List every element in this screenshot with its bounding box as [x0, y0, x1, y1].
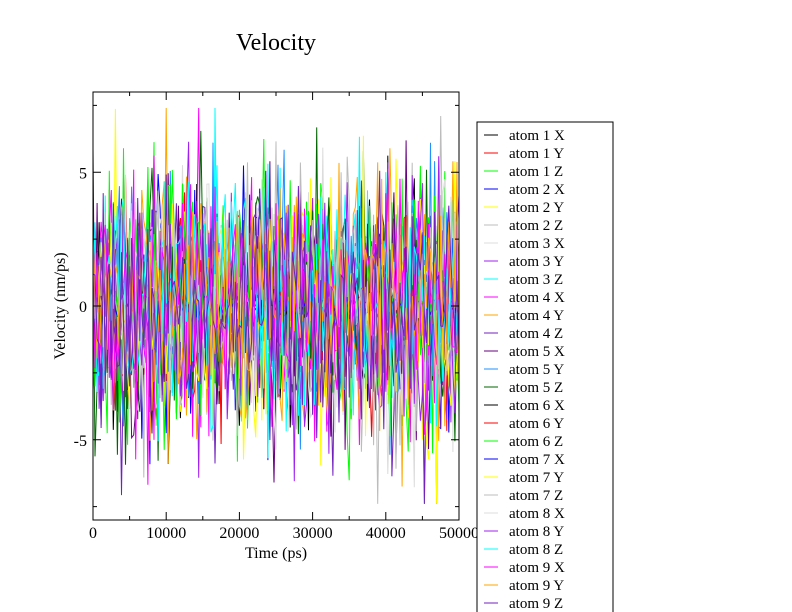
- legend-label: atom 6 X: [509, 398, 565, 414]
- legend-label: atom 9 Z: [509, 596, 563, 612]
- x-tick-label: 0: [89, 525, 97, 542]
- x-tick-label: 30000: [293, 525, 333, 542]
- legend-label: atom 6 Y: [509, 416, 564, 432]
- legend-label: atom 5 X: [509, 344, 565, 360]
- axis-ticks: 0 10000 20000 30000 40000 50000 -5 0 5: [74, 92, 479, 542]
- legend-label: atom 8 X: [509, 506, 565, 522]
- legend-label: atom 1 Z: [509, 164, 563, 180]
- legend-label: atom 1 X: [509, 128, 565, 144]
- chart-title: Velocity: [236, 30, 316, 56]
- legend-label: atom 1 Y: [509, 146, 564, 162]
- plot-area: [93, 107, 459, 504]
- legend-label: atom 7 Z: [509, 488, 563, 504]
- legend-label: atom 8 Y: [509, 524, 564, 540]
- legend-label: atom 8 Z: [509, 542, 563, 558]
- legend-label: atom 6 Z: [509, 434, 563, 450]
- legend-label: atom 2 Y: [509, 200, 564, 216]
- legend-label: atom 4 X: [509, 290, 565, 306]
- x-tick-label: 40000: [366, 525, 406, 542]
- x-axis-label: Time (ps): [245, 545, 307, 562]
- y-tick-label: -5: [74, 433, 87, 450]
- legend-label: atom 2 X: [509, 182, 565, 198]
- legend-label: atom 7 Y: [509, 470, 564, 486]
- legend-label: atom 3 Y: [509, 254, 564, 270]
- x-tick-label: 50000: [439, 525, 479, 542]
- legend-label: atom 3 X: [509, 236, 565, 252]
- series-line-27: [93, 170, 459, 439]
- legend-label: atom 2 Z: [509, 218, 563, 234]
- series-lines: [93, 107, 459, 504]
- y-tick-label: 0: [79, 299, 87, 316]
- legend-label: atom 5 Y: [509, 362, 564, 378]
- legend-label: atom 5 Z: [509, 380, 563, 396]
- legend-label: atom 4 Y: [509, 308, 564, 324]
- legend-label: atom 4 Z: [509, 326, 563, 342]
- legend-label: atom 3 Z: [509, 272, 563, 288]
- legend-box: [476, 121, 614, 612]
- y-axis-label: Velocity (nm/ps): [52, 252, 69, 359]
- legend-label: atom 9 Y: [509, 578, 564, 594]
- x-tick-label: 10000: [146, 525, 186, 542]
- legend-label: atom 7 X: [509, 452, 565, 468]
- legend: atom 1 X atom 1 Y atom 1 Z atom 2 X atom 2 Y…: [476, 121, 614, 612]
- x-tick-label: 20000: [219, 525, 259, 542]
- y-tick-label: 5: [79, 165, 87, 182]
- legend-label: atom 9 X: [509, 560, 565, 576]
